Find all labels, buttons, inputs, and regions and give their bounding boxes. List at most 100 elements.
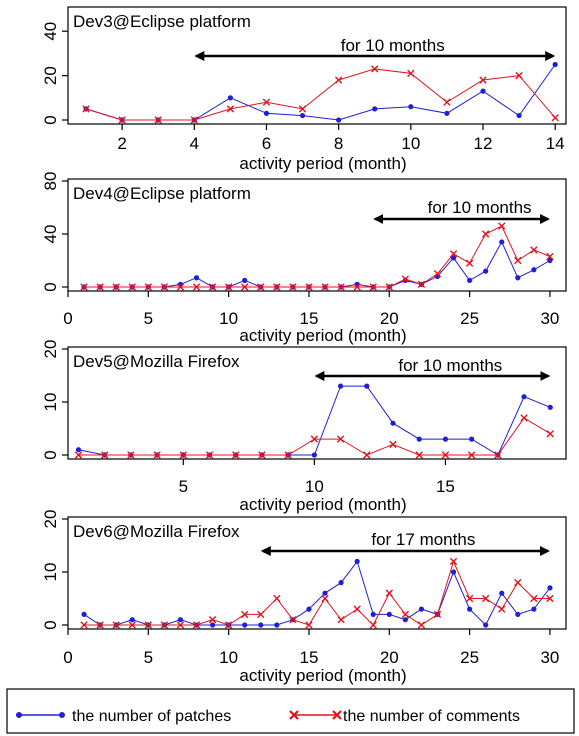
x-tick-label: 20 [380, 309, 399, 328]
series-line-comments [84, 559, 550, 626]
data-point-comments [417, 280, 426, 289]
x-tick-label: 10 [219, 309, 238, 328]
legend-comments-label: the number of comments [343, 708, 520, 725]
data-point-comments [465, 594, 474, 603]
legend-comments-x-icon [332, 710, 342, 720]
data-point-comments [449, 557, 458, 566]
data-point-comments [441, 451, 450, 459]
series-line-comments [84, 225, 551, 288]
data-point-comments [101, 451, 109, 459]
y-tick-label: 80 [41, 172, 60, 191]
x-tick-label: 15 [300, 648, 319, 667]
data-point-comments [514, 578, 522, 587]
data-point-comments [160, 621, 169, 629]
data-point-patches [306, 606, 312, 612]
data-point-comments [407, 69, 415, 78]
data-point-patches [75, 447, 82, 453]
data-point-comments [530, 246, 538, 254]
data-point-comments [273, 594, 281, 603]
data-point-patches [390, 420, 396, 426]
data-point-comments [284, 451, 292, 459]
data-point-comments [127, 451, 135, 459]
y-tick-label: 20 [41, 340, 60, 359]
data-point-patches [402, 617, 408, 623]
data-point-comments [449, 250, 458, 258]
duration-label: for 10 months [398, 356, 502, 375]
chart-title: Dev4@Eclipse platform [73, 184, 251, 203]
x-tick-label: 8 [334, 134, 343, 153]
data-point-comments [258, 451, 266, 459]
x-tick-label: 12 [474, 134, 493, 153]
data-point-patches [299, 112, 306, 119]
data-point-patches [467, 606, 473, 612]
data-point-patches [386, 611, 392, 618]
x-tick-label: 20 [380, 648, 399, 667]
chart-title: Dev3@Eclipse platform [73, 12, 251, 31]
data-point-comments [546, 594, 554, 603]
data-point-comments [80, 283, 88, 291]
data-point-patches [483, 622, 489, 628]
data-point-comments [433, 270, 442, 278]
data-point-comments [153, 451, 161, 459]
data-point-patches [258, 622, 264, 628]
data-point-comments [82, 105, 90, 113]
y-tick-label: 0 [41, 450, 60, 459]
series-line-comments [85, 68, 556, 121]
x-axis-label: activity period (month) [239, 154, 406, 173]
data-point-patches [531, 267, 537, 273]
data-point-patches [416, 436, 422, 442]
data-point-comments [546, 430, 554, 438]
chart-panel-dev5: Dev5@Mozilla Firefox for 10 months activ… [41, 340, 567, 514]
data-point-comments [224, 283, 233, 291]
data-point-comments [305, 621, 313, 629]
data-point-patches [337, 383, 344, 389]
data-point-patches [336, 117, 342, 123]
data-point-patches [450, 255, 457, 261]
data-point-patches [480, 88, 486, 94]
plot-frame [67, 6, 567, 125]
x-tick-label: 5 [144, 648, 153, 667]
data-point-comments [154, 116, 162, 124]
data-point-comments [176, 283, 185, 291]
data-point-patches [499, 239, 505, 245]
data-point-patches [311, 452, 317, 458]
data-point-comments [176, 621, 185, 629]
data-point-comments [190, 116, 198, 124]
data-point-comments [179, 451, 188, 459]
data-point-comments [401, 275, 410, 283]
y-tick-label: 10 [41, 393, 60, 412]
data-point-patches [370, 611, 376, 618]
legend: the number of patches the number of comm… [6, 688, 575, 734]
x-tick-label: 10 [219, 648, 238, 667]
data-point-comments [417, 621, 426, 629]
data-point-patches [408, 104, 414, 110]
data-point-patches [467, 277, 473, 283]
data-point-patches [372, 106, 378, 112]
x-tick-label: 0 [63, 309, 72, 328]
data-point-comments [144, 621, 153, 629]
data-point-patches [521, 394, 527, 400]
data-point-comments [232, 451, 240, 459]
data-point-comments [443, 98, 451, 106]
data-point-comments [226, 105, 235, 113]
data-point-comments [481, 594, 490, 603]
data-point-comments [96, 283, 104, 291]
x-tick-label: 10 [401, 134, 420, 153]
x-axis-label: activity period (month) [239, 495, 406, 514]
x-tick-label: 0 [63, 648, 72, 667]
data-point-patches [547, 257, 553, 264]
data-point-comments [481, 230, 490, 238]
data-point-patches [515, 611, 521, 618]
x-tick-label: 2 [117, 134, 126, 153]
data-point-comments [208, 616, 217, 624]
data-point-patches [209, 622, 216, 628]
data-point-comments [321, 594, 329, 603]
data-point-patches [322, 590, 328, 596]
data-point-patches [177, 617, 184, 623]
legend-comments-x-icon [289, 710, 299, 720]
data-point-comments [546, 252, 554, 261]
data-point-comments [305, 283, 313, 291]
data-point-comments [96, 621, 104, 629]
y-tick-label: 0 [41, 620, 60, 629]
x-tick-label: 14 [546, 134, 565, 153]
